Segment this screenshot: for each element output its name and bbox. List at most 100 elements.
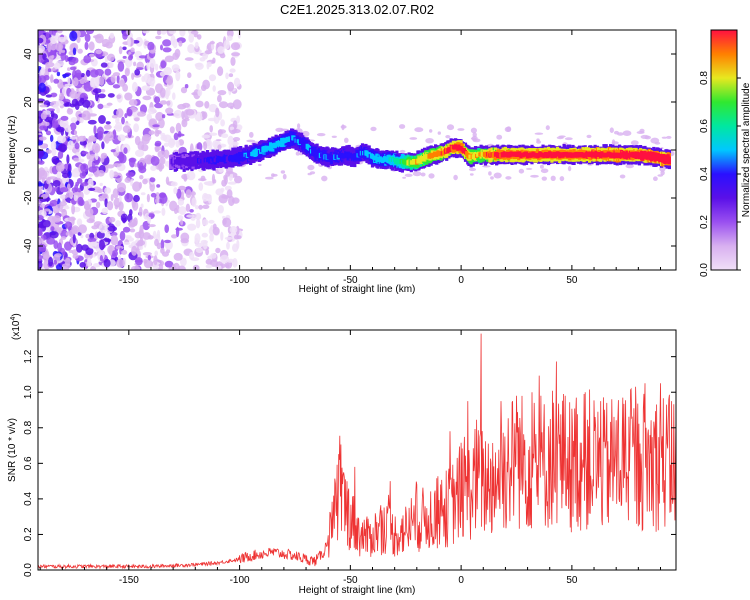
heatmap-noise-cell: [147, 77, 156, 86]
heatmap-noise-cell: [43, 74, 50, 81]
heatmap-faint-cell: [437, 131, 441, 135]
heatmap-noise-cell: [195, 218, 201, 229]
heatmap-noise-cell: [205, 258, 213, 265]
heatmap-noise-cell: [183, 174, 188, 182]
heatmap-noise-cell: [116, 182, 127, 193]
heatmap-noise-cell: [110, 74, 116, 83]
heatmap-noise-cell: [93, 125, 97, 135]
heatmap-noise-cell: [63, 206, 70, 210]
heatmap-noise-cell: [54, 253, 62, 258]
heatmap-noise-cell: [134, 117, 140, 122]
heatmap-noise-cell: [77, 135, 87, 142]
heatmap-noise-cell: [209, 233, 214, 242]
heatmap-noise-cell: [147, 254, 152, 261]
heatmap-noise-cell: [196, 83, 200, 90]
heatmap-noise-cell: [177, 215, 184, 221]
heatmap-noise-cell: [173, 132, 179, 141]
heatmap-noise-cell: [135, 257, 143, 266]
heatmap-noise-cell: [75, 120, 80, 126]
heatmap-faint-cell: [469, 173, 474, 176]
heatmap-noise-cell: [178, 185, 186, 190]
heatmap-noise-cell: [107, 93, 115, 98]
heatmap-noise-cell: [72, 57, 79, 64]
heatmap-noise-cell: [88, 53, 95, 58]
heatmap-noise-cell: [99, 239, 105, 251]
heatmap-faint-cell: [541, 176, 547, 181]
heatmap-noise-cell: [200, 84, 207, 92]
heatmap-noise-cell: [38, 183, 45, 187]
heatmap-faint-cell: [657, 174, 663, 177]
heatmap-noise-cell: [121, 214, 127, 224]
heatmap-noise-cell: [210, 253, 217, 259]
heatmap-faint-cell: [412, 171, 422, 177]
heatmap-noise-cell: [163, 142, 170, 147]
heatmap-noise-cell: [234, 234, 240, 240]
heatmap-noise-cell: [222, 217, 232, 228]
heatmap-noise-cell: [215, 107, 220, 118]
heatmap-noise-cell: [187, 44, 195, 54]
heatmap-noise-cell: [74, 69, 82, 79]
heatmap-noise-cell: [82, 99, 91, 108]
heatmap-noise-cell: [227, 135, 234, 146]
heatmap-noise-cell: [59, 201, 67, 206]
heatmap-noise-cell: [198, 204, 203, 210]
heatmap-noise-cell: [223, 39, 230, 50]
heatmap-noise-cell: [157, 163, 165, 170]
heatmap-noise-cell: [159, 87, 166, 98]
heatmap-noise-cell: [212, 85, 216, 92]
heatmap-noise-cell: [118, 201, 124, 211]
heatmap-noise-cell: [174, 48, 181, 58]
heatmap-noise-cell: [38, 254, 43, 261]
heatmap-noise-cell: [95, 49, 102, 55]
heatmap-noise-cell: [217, 46, 225, 54]
heatmap-noise-cell: [171, 234, 178, 239]
heatmap-noise-cell: [121, 116, 125, 125]
heatmap-noise-cell: [116, 117, 120, 121]
heatmap-noise-cell: [228, 73, 234, 78]
heatmap-noise-cell: [160, 44, 163, 51]
heatmap-noise-cell: [73, 130, 78, 136]
heatmap-faint-cell: [471, 135, 478, 142]
heatmap-noise-cell: [98, 115, 106, 124]
heatmap-faint-cell: [399, 149, 406, 154]
heatmap-noise-cell: [60, 115, 69, 121]
heatmap-noise-cell: [186, 171, 196, 181]
heatmap-noise-cell: [209, 41, 215, 45]
heatmap-noise-cell: [104, 134, 110, 144]
heatmap-noise-cell: [142, 252, 152, 256]
snr-panel: -150 -100 -50 0 50 0.0 0.2 0.4 0.6 0.8 1.0 1.2 Hei…: [7, 313, 677, 596]
heatmap-noise-cell: [122, 226, 131, 233]
heatmap-noise-cell: [65, 191, 74, 198]
heatmap-faint-cell: [425, 138, 434, 144]
heatmap-noise-cell: [112, 188, 119, 199]
heatmap-noise-cell: [69, 90, 78, 99]
heatmap-faint-cell: [636, 131, 645, 134]
heatmap-noise-cell: [200, 175, 206, 182]
chart-title: C2E1.2025.313.02.07.R02: [280, 2, 434, 17]
heatmap-noise-cell: [38, 30, 44, 35]
heatmap-noise-cell: [48, 30, 54, 35]
heatmap-noise-cell: [44, 143, 48, 149]
heatmap-noise-cell: [50, 74, 54, 83]
heatmap-noise-cell: [134, 135, 141, 146]
heatmap-noise-cell: [143, 258, 148, 264]
heatmap-noise-cell: [104, 238, 112, 243]
heatmap-noise-cell: [88, 173, 94, 177]
spectrogram-x-tick-label: 0: [458, 275, 464, 286]
heatmap-noise-cell: [186, 214, 196, 218]
heatmap-ridge-cell: [667, 156, 671, 162]
heatmap-faint-cell: [530, 174, 539, 178]
heatmap-noise-cell: [203, 193, 212, 199]
heatmap-noise-cell: [106, 201, 114, 211]
spectrogram-x-tick-label: 50: [566, 275, 578, 286]
heatmap-faint-cell: [625, 164, 634, 169]
heatmap-noise-cell: [157, 150, 166, 158]
heatmap-noise-cell: [189, 251, 195, 260]
heatmap-noise-cell: [48, 55, 54, 63]
heatmap-noise-cell: [232, 99, 242, 110]
heatmap-faint-cell: [404, 173, 413, 177]
heatmap-noise-cell: [149, 58, 156, 69]
heatmap-noise-cell: [96, 170, 105, 177]
heatmap-noise-cell: [154, 198, 160, 204]
heatmap-noise-cell: [236, 239, 240, 250]
